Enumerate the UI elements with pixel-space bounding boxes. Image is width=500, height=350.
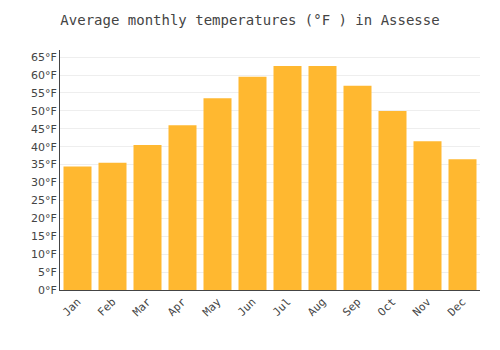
svg-text:60°F: 60°F	[31, 69, 57, 82]
svg-text:40°F: 40°F	[31, 141, 57, 154]
svg-text:Oct: Oct	[375, 296, 398, 319]
svg-text:Aug: Aug	[305, 296, 328, 319]
svg-text:55°F: 55°F	[31, 87, 57, 100]
svg-text:25°F: 25°F	[31, 194, 57, 207]
svg-text:Apr: Apr	[165, 295, 189, 319]
svg-text:65°F: 65°F	[31, 51, 57, 64]
svg-text:Feb: Feb	[95, 296, 118, 319]
svg-text:Jul: Jul	[270, 296, 293, 319]
svg-text:May: May	[200, 295, 224, 319]
svg-text:Jan: Jan	[60, 296, 83, 319]
svg-text:0°F: 0°F	[38, 284, 57, 297]
svg-text:Sep: Sep	[340, 296, 363, 319]
svg-text:Average monthly temperatures (: Average monthly temperatures (°F ) in As…	[60, 12, 439, 28]
svg-text:Jun: Jun	[235, 296, 258, 319]
svg-text:30°F: 30°F	[31, 176, 57, 189]
svg-text:Mar: Mar	[130, 295, 154, 319]
svg-text:5°F: 5°F	[38, 266, 57, 279]
svg-text:45°F: 45°F	[31, 123, 57, 136]
svg-text:Nov: Nov	[410, 295, 434, 319]
svg-text:Dec: Dec	[445, 296, 468, 319]
svg-text:20°F: 20°F	[31, 212, 57, 225]
svg-text:50°F: 50°F	[31, 105, 57, 118]
svg-text:10°F: 10°F	[31, 248, 57, 261]
svg-text:35°F: 35°F	[31, 158, 57, 171]
svg-text:15°F: 15°F	[31, 230, 57, 243]
